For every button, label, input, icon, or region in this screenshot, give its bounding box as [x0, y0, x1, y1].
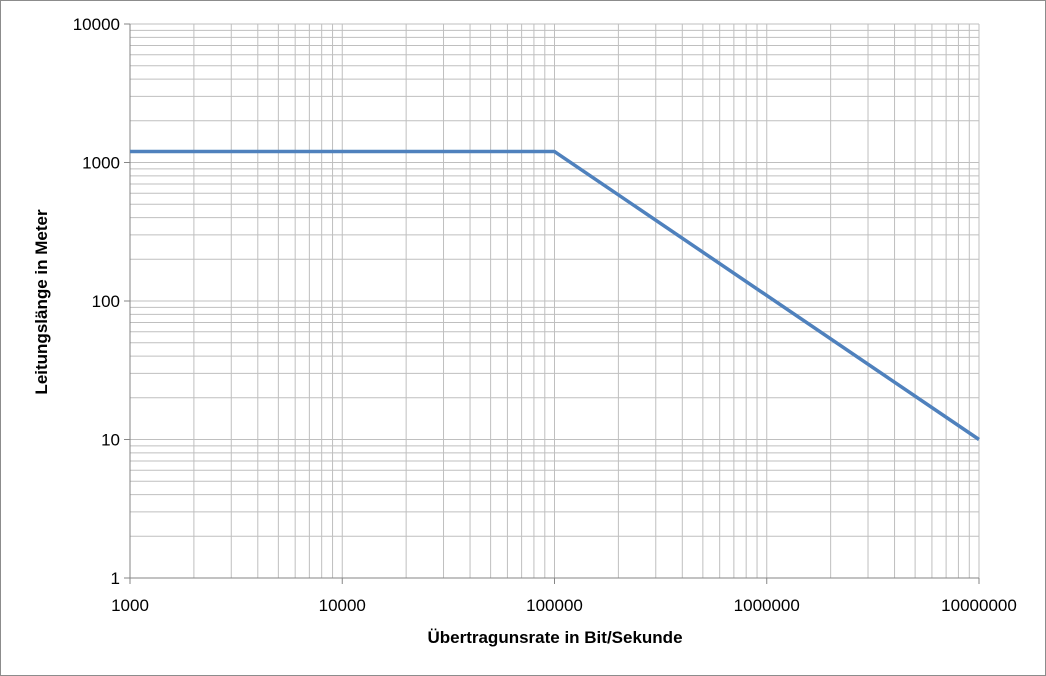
- y-tick-label: 1: [111, 569, 120, 588]
- x-tick-label: 100000: [526, 596, 583, 615]
- tick-labels: 1 10 100 1000 10000 1000 10000 100000 1000000 100…: [73, 15, 1017, 615]
- x-axis-title: Übertragunsrate in Bit/Sekunde: [427, 628, 682, 647]
- y-tick-label: 1000: [82, 154, 120, 173]
- y-tick-label: 10000: [73, 15, 120, 34]
- x-tick-label: 1000000: [734, 596, 800, 615]
- grid: [129, 23, 980, 579]
- series: [130, 149, 980, 441]
- series-line: [130, 149, 980, 441]
- y-tick-label: 10: [101, 431, 120, 450]
- x-tick-label: 10000000: [941, 596, 1017, 615]
- x-tick-label: 10000: [319, 596, 366, 615]
- x-tick-label: 1000: [111, 596, 149, 615]
- y-tick-label: 100: [92, 292, 120, 311]
- y-axis-title: Leitungslänge in Meter: [32, 209, 51, 395]
- axes: [124, 23, 980, 584]
